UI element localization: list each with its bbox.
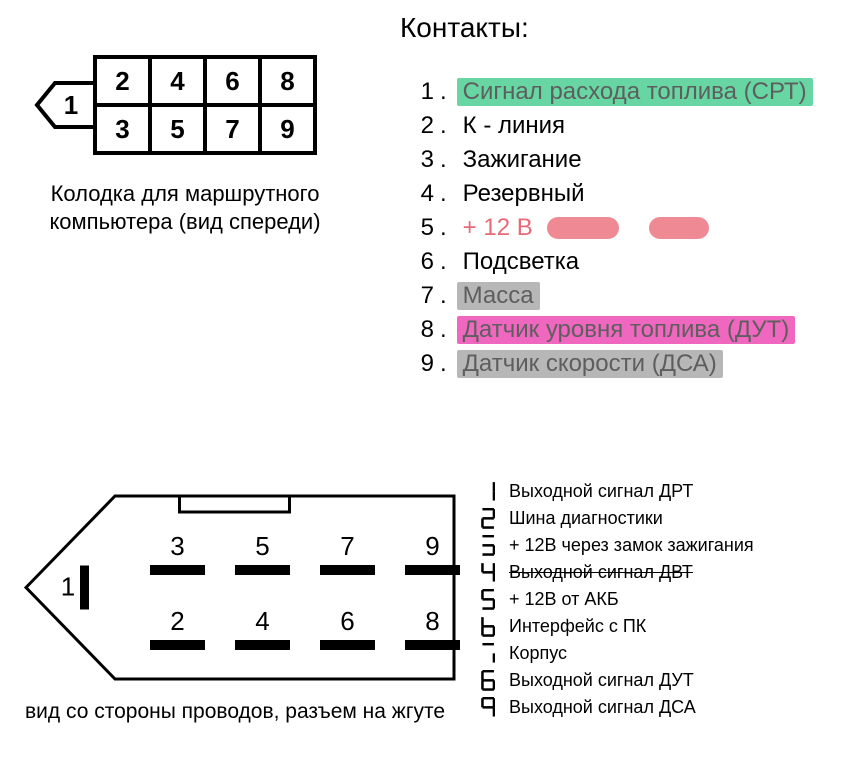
contact-number: 9 bbox=[400, 350, 434, 378]
contact-number: 3 bbox=[400, 146, 434, 174]
contact-row: 6. Подсветка bbox=[400, 248, 813, 276]
svg-text:8: 8 bbox=[425, 606, 439, 636]
contact-row: 3. Зажигание bbox=[400, 146, 813, 174]
contact-label: Подсветка bbox=[457, 248, 585, 276]
legend-row: Выходной сигнал ДВТ bbox=[475, 559, 754, 586]
contact-dot: . bbox=[440, 78, 447, 106]
contact-row: 8. Датчик уровня топлива (ДУТ) bbox=[400, 316, 813, 344]
legend-label: Выходной сигнал ДУТ bbox=[509, 667, 694, 694]
legend-label: Выходной сигнал ДСА bbox=[509, 694, 696, 721]
svg-text:3: 3 bbox=[170, 531, 184, 561]
contact-dot: . bbox=[440, 214, 447, 242]
svg-text:7: 7 bbox=[340, 531, 354, 561]
legend-row: Интерфейс с ПК bbox=[475, 613, 754, 640]
legend-label: + 12В через замок зажигания bbox=[509, 532, 754, 559]
legend-label: Выходной сигнал ДВТ bbox=[509, 559, 693, 586]
legend-number-icon bbox=[475, 562, 501, 583]
contact-row: 5. + 12 В bbox=[400, 214, 813, 242]
contact-row: 2. К - линия bbox=[400, 112, 813, 140]
contact-dot: . bbox=[440, 350, 447, 378]
bottom-connector-svg: 3 5 7 9 2 4 6 8 1 bbox=[20, 490, 460, 685]
svg-text:1: 1 bbox=[64, 90, 78, 120]
legend-label: Интерфейс с ПК bbox=[509, 613, 646, 640]
svg-text:6: 6 bbox=[225, 66, 239, 96]
svg-text:3: 3 bbox=[115, 114, 129, 144]
legend-row: Корпус bbox=[475, 640, 754, 667]
contact-number: 1 bbox=[400, 78, 434, 106]
contact-dot: . bbox=[440, 180, 447, 208]
contact-number: 8 bbox=[400, 316, 434, 344]
legend-row: Шина диагностики bbox=[475, 505, 754, 532]
legend-label: + 12В от АКБ bbox=[509, 586, 619, 613]
svg-text:4: 4 bbox=[255, 606, 269, 636]
legend-number-icon bbox=[475, 670, 501, 691]
contact-label: Сигнал расхода топлива (СРТ) bbox=[457, 78, 813, 106]
svg-text:5: 5 bbox=[170, 114, 184, 144]
highlight-pill bbox=[649, 217, 709, 239]
legend-number-icon bbox=[475, 508, 501, 529]
legend-row: Выходной сигнал ДРТ bbox=[475, 478, 754, 505]
legend-number-icon bbox=[475, 697, 501, 718]
contact-label: Резервный bbox=[457, 180, 591, 208]
svg-text:2: 2 bbox=[170, 606, 184, 636]
legend-label: Корпус bbox=[509, 640, 567, 667]
legend-number-icon bbox=[475, 535, 501, 556]
svg-text:1: 1 bbox=[61, 572, 75, 602]
legend-row: Выходной сигнал ДУТ bbox=[475, 667, 754, 694]
contact-number: 7 bbox=[400, 282, 434, 310]
legend-label: Шина диагностики bbox=[509, 505, 663, 532]
bottom-connector-caption: вид со стороны проводов, разъем на жгуте bbox=[25, 700, 445, 724]
svg-text:8: 8 bbox=[280, 66, 294, 96]
contact-label: + 12 В bbox=[457, 214, 539, 242]
contact-row: 4. Резервный bbox=[400, 180, 813, 208]
svg-text:5: 5 bbox=[255, 531, 269, 561]
contact-row: 1. Сигнал расхода топлива (СРТ) bbox=[400, 78, 813, 106]
contact-dot: . bbox=[440, 146, 447, 174]
highlight-pill bbox=[547, 217, 619, 239]
top-connector-diagram: 2 4 6 8 3 5 7 9 1 bbox=[25, 45, 335, 173]
contact-dot: . bbox=[440, 316, 447, 344]
svg-text:7: 7 bbox=[225, 114, 239, 144]
contact-label: К - линия bbox=[457, 112, 571, 140]
contact-row: 7. Масса bbox=[400, 282, 813, 310]
contact-label: Датчик уровня топлива (ДУТ) bbox=[457, 316, 796, 344]
contact-dot: . bbox=[440, 248, 447, 276]
top-connector-svg: 2 4 6 8 3 5 7 9 1 bbox=[25, 45, 335, 173]
legend-row: + 12В от АКБ bbox=[475, 586, 754, 613]
svg-text:4: 4 bbox=[170, 66, 185, 96]
legend-label: Выходной сигнал ДРТ bbox=[509, 478, 693, 505]
legend-number-icon bbox=[475, 643, 501, 664]
top-connector-caption: Колодка для маршрутного компьютера (вид … bbox=[25, 180, 345, 235]
contact-label: Масса bbox=[457, 282, 540, 310]
contact-number: 4 bbox=[400, 180, 434, 208]
contact-number: 2 bbox=[400, 112, 434, 140]
contact-dot: . bbox=[440, 282, 447, 310]
bottom-connector-diagram: 3 5 7 9 2 4 6 8 1 bbox=[20, 490, 460, 685]
svg-text:6: 6 bbox=[340, 606, 354, 636]
legend-number-icon bbox=[475, 616, 501, 637]
contact-label: Зажигание bbox=[457, 146, 588, 174]
legend-row: Выходной сигнал ДСА bbox=[475, 694, 754, 721]
contacts-list: 1. Сигнал расхода топлива (СРТ) 2. К - лини… bbox=[400, 78, 813, 384]
legend-list: Выходной сигнал ДРТШина диагностики+ 12В… bbox=[475, 478, 754, 721]
legend-row: + 12В через замок зажигания bbox=[475, 532, 754, 559]
legend-number-icon bbox=[475, 589, 501, 610]
svg-text:9: 9 bbox=[280, 114, 294, 144]
contact-number: 6 bbox=[400, 248, 434, 276]
page: 2 4 6 8 3 5 7 9 1 Колодка для маршрутного компью… bbox=[0, 0, 850, 766]
contact-dot: . bbox=[440, 112, 447, 140]
contacts-title: Контакты: bbox=[400, 12, 529, 44]
contact-row: 9. Датчик скорости (ДСА) bbox=[400, 350, 813, 378]
legend-number-icon bbox=[475, 481, 501, 502]
svg-text:9: 9 bbox=[425, 531, 439, 561]
svg-text:2: 2 bbox=[115, 66, 129, 96]
contact-number: 5 bbox=[400, 214, 434, 242]
contact-label: Датчик скорости (ДСА) bbox=[457, 350, 723, 378]
